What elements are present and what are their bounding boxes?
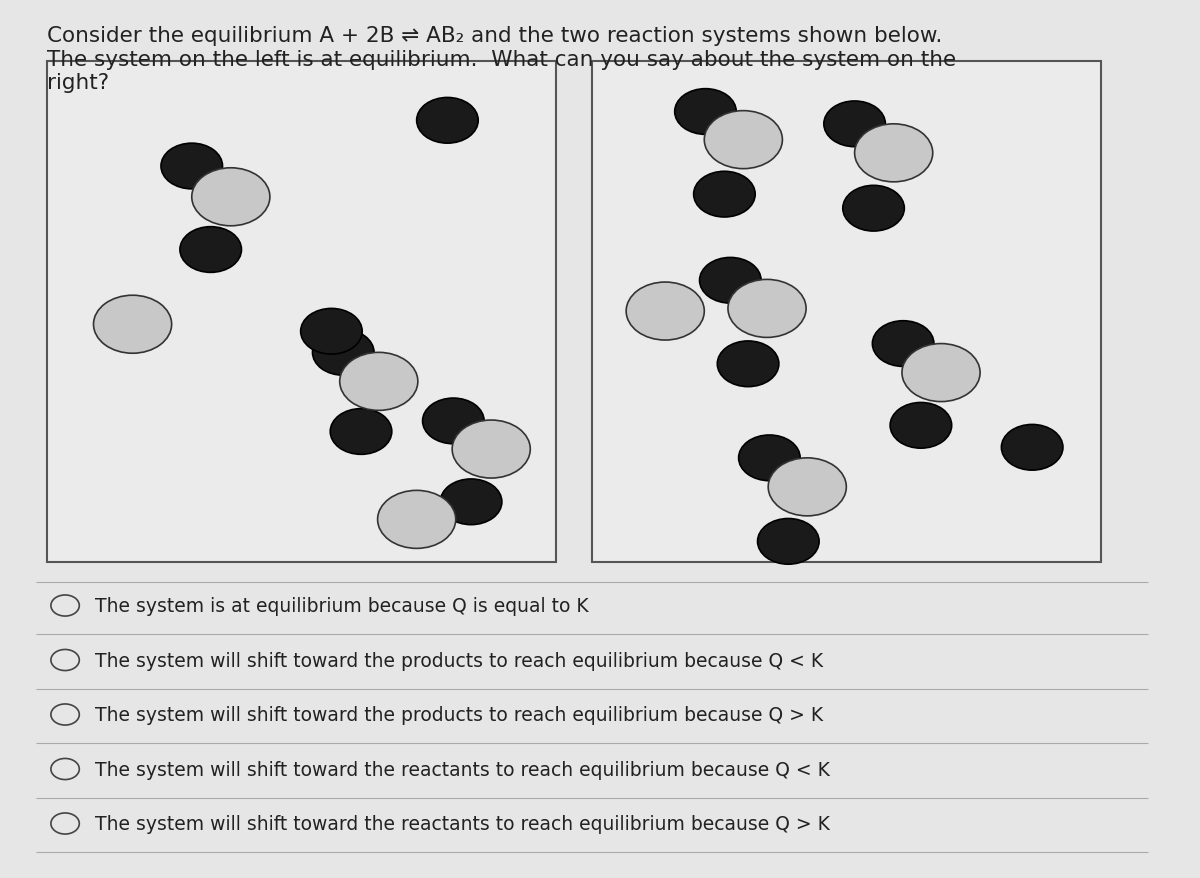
Circle shape <box>440 479 502 525</box>
Circle shape <box>340 353 418 411</box>
Circle shape <box>161 144 222 190</box>
Circle shape <box>728 280 806 338</box>
Circle shape <box>854 125 932 183</box>
Circle shape <box>694 172 755 218</box>
Circle shape <box>842 186 905 232</box>
Circle shape <box>872 321 934 367</box>
Text: The system will shift toward the reactants to reach equilibrium because Q < K: The system will shift toward the reactan… <box>95 759 829 779</box>
Circle shape <box>626 283 704 341</box>
Circle shape <box>757 519 820 565</box>
Text: The system will shift toward the products to reach equilibrium because Q > K: The system will shift toward the product… <box>95 705 823 724</box>
Circle shape <box>1001 425 1063 471</box>
Bar <box>592 61 1100 562</box>
Text: The system is at equilibrium because Q is equal to K: The system is at equilibrium because Q i… <box>95 596 588 615</box>
Circle shape <box>192 169 270 227</box>
Circle shape <box>422 399 484 444</box>
Circle shape <box>902 344 980 402</box>
Circle shape <box>768 458 846 516</box>
Circle shape <box>330 409 391 455</box>
Circle shape <box>739 435 800 481</box>
Circle shape <box>416 98 479 144</box>
Circle shape <box>674 90 737 135</box>
Bar <box>47 61 557 562</box>
Text: Consider the equilibrium A + 2B ⇌ AB₂ and the two reaction systems shown below.
: Consider the equilibrium A + 2B ⇌ AB₂ an… <box>47 26 956 93</box>
Circle shape <box>890 403 952 449</box>
Text: The system will shift toward the products to reach equilibrium because Q < K: The system will shift toward the product… <box>95 651 823 670</box>
Text: The system will shift toward the reactants to reach equilibrium because Q > K: The system will shift toward the reactan… <box>95 814 829 833</box>
Circle shape <box>824 102 886 148</box>
Circle shape <box>452 421 530 479</box>
Circle shape <box>94 296 172 354</box>
Circle shape <box>301 309 362 355</box>
Circle shape <box>704 112 782 169</box>
Circle shape <box>700 258 761 304</box>
Circle shape <box>180 227 241 273</box>
Circle shape <box>312 330 374 376</box>
Circle shape <box>718 342 779 387</box>
Circle shape <box>378 491 456 549</box>
